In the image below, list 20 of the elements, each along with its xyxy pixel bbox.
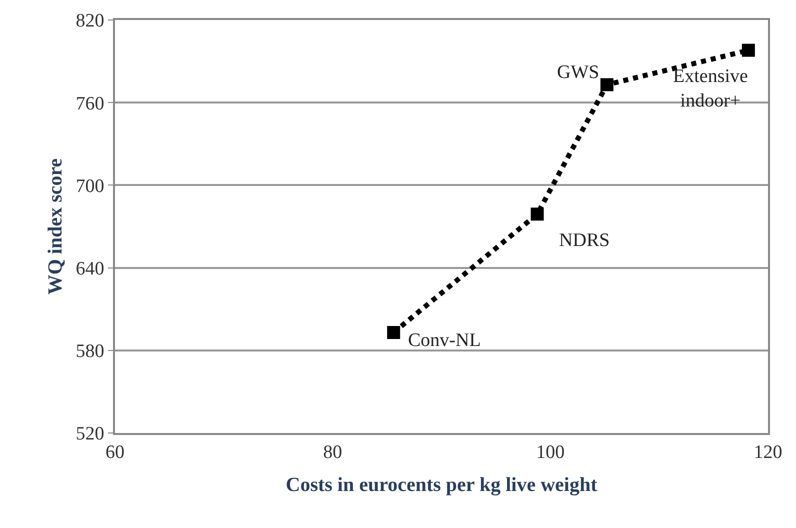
y-tick-label: 520: [76, 424, 104, 445]
x-tick-label: 100: [536, 442, 565, 463]
x-axis-title: Costs in eurocents per kg live weight: [286, 474, 598, 496]
annotation: Conv-NL: [408, 330, 481, 351]
point: [600, 78, 614, 92]
y-tick-label: 820: [76, 10, 104, 32]
y-axis-title: WQ index score: [44, 158, 67, 295]
point: [742, 44, 755, 57]
y-tick-label: 640: [76, 258, 104, 280]
x-tick-label: 80: [323, 442, 342, 463]
x-tick-label: 120: [754, 442, 782, 463]
x-tick-label: 60: [106, 442, 124, 463]
annotation: Extensive indoor+: [673, 66, 748, 112]
y-tick-label: 700: [76, 176, 104, 197]
y-tick-label: 760: [76, 93, 104, 114]
y-tick-label: 580: [76, 341, 104, 362]
annotation: GWS: [557, 62, 600, 83]
point: [530, 208, 544, 221]
annotation: NDRS: [559, 230, 610, 251]
point: [387, 326, 400, 339]
